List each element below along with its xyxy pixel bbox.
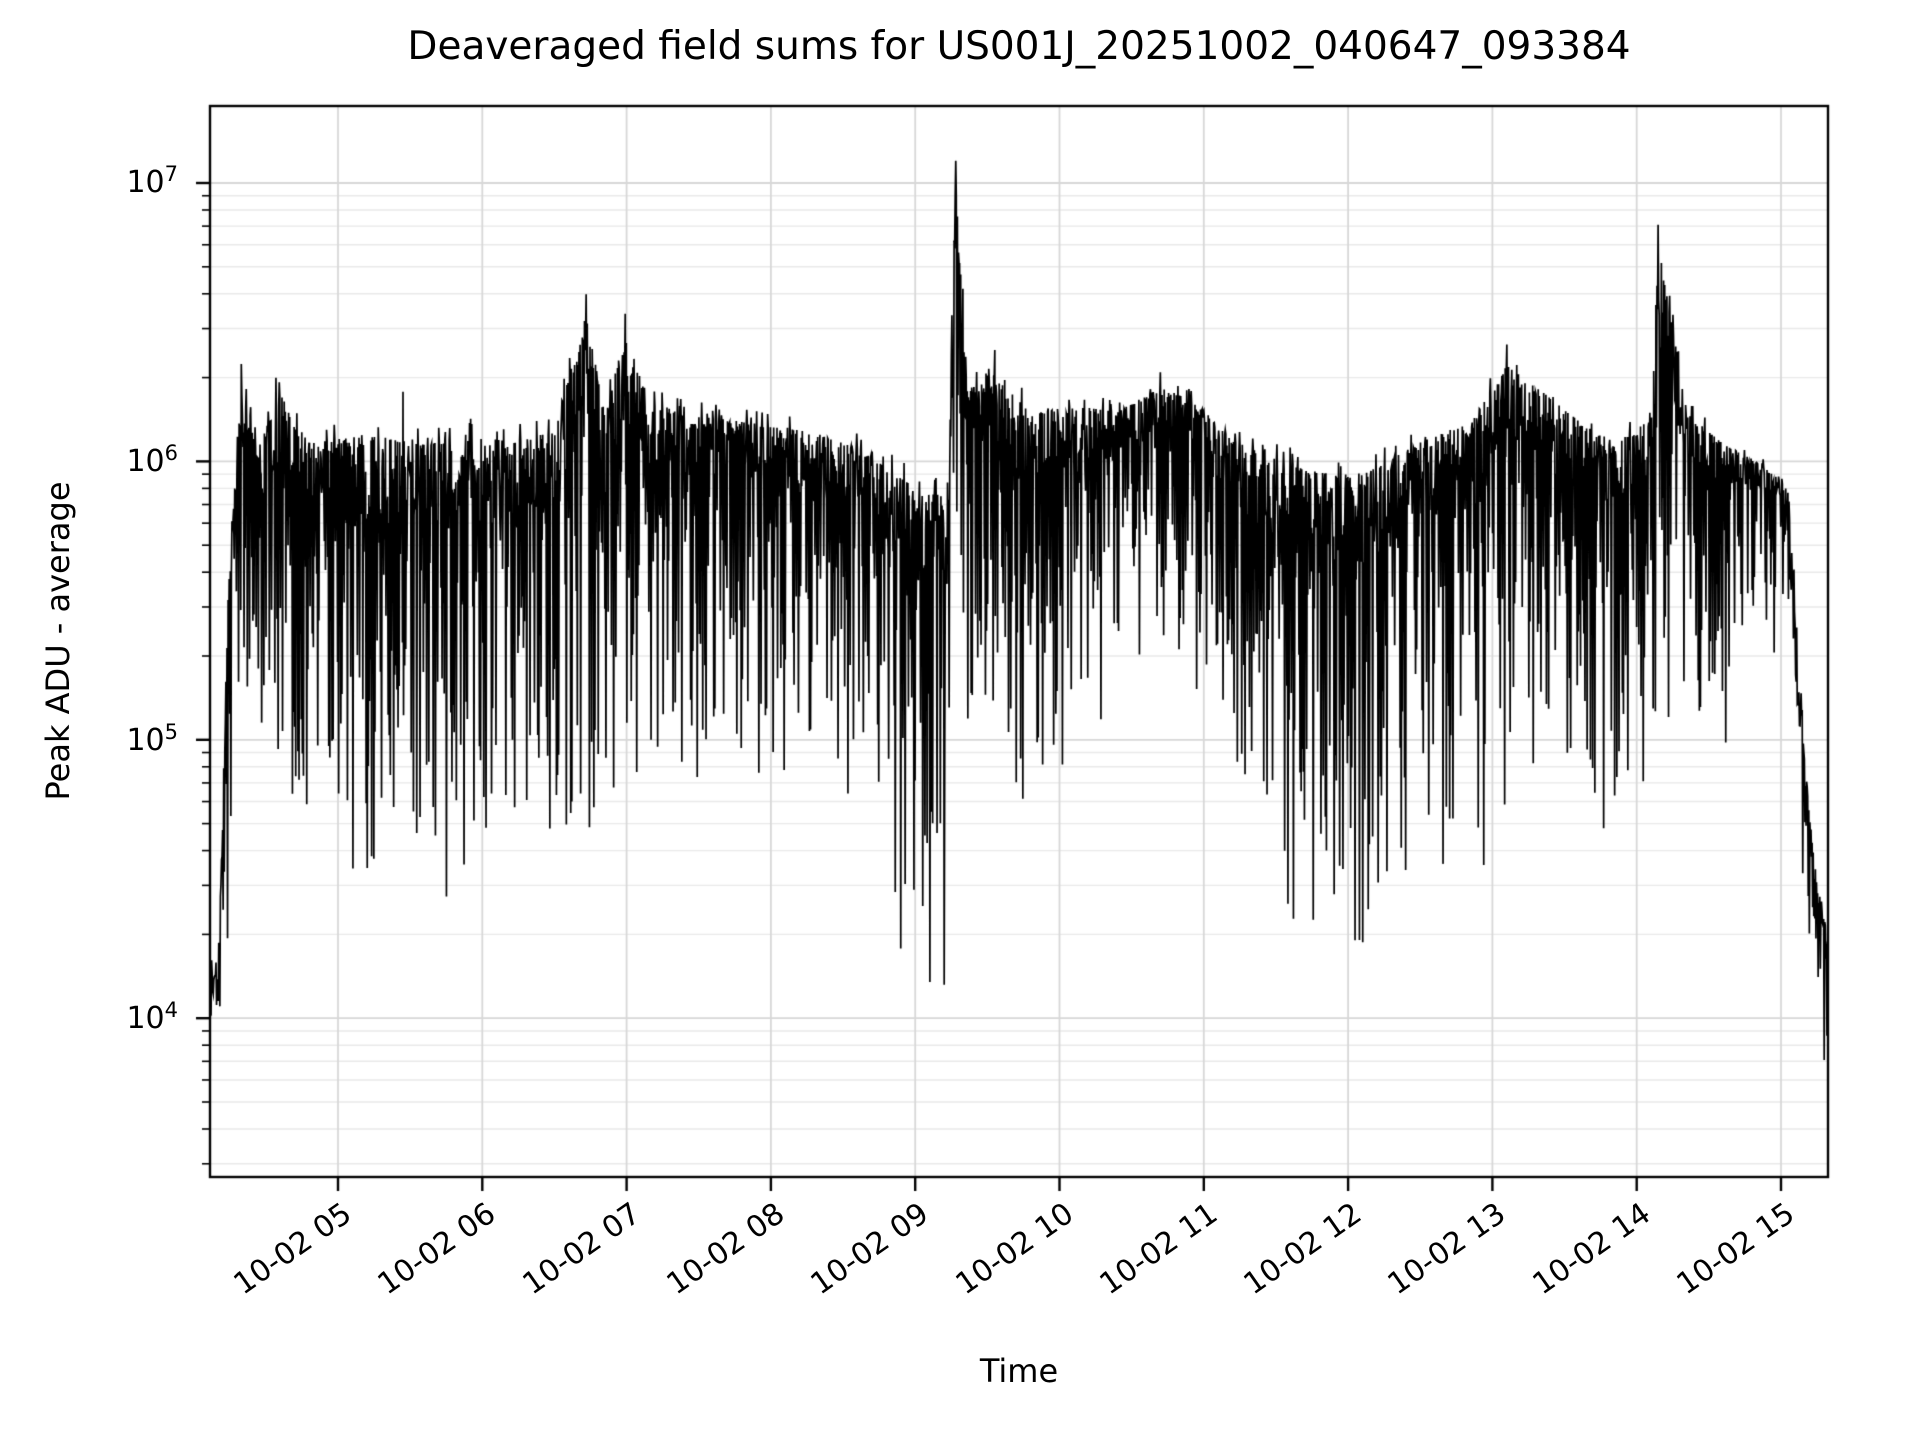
y-tick-base: 10 <box>126 723 165 758</box>
y-tick-exp: 5 <box>164 720 178 744</box>
y-tick-exp: 4 <box>164 998 178 1022</box>
y-tick-label: 104 <box>18 997 178 1041</box>
y-tick-label: 105 <box>18 719 178 763</box>
y-tick-base: 10 <box>126 1001 165 1036</box>
y-tick-label: 107 <box>18 161 178 205</box>
y-tick-exp: 6 <box>164 441 178 465</box>
chart-title: Deaveraged field sums for US001J_2025100… <box>407 24 1631 69</box>
y-tick-exp: 7 <box>164 162 178 186</box>
y-tick-base: 10 <box>126 444 165 479</box>
y-tick-label: 106 <box>18 440 178 484</box>
x-axis-label: Time <box>979 1352 1059 1390</box>
y-tick-base: 10 <box>126 165 165 200</box>
